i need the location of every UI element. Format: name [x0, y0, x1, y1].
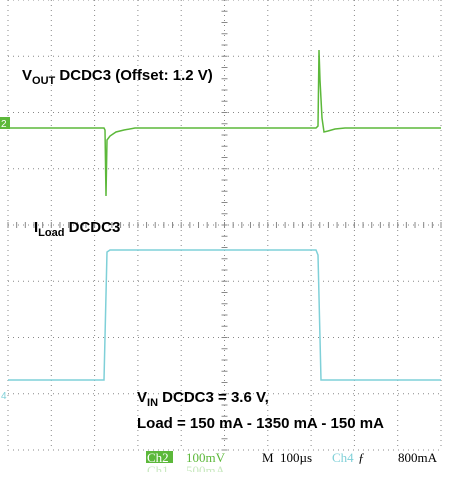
ch1-scale: 500mA	[186, 463, 226, 472]
ch2-marker: 2	[1, 119, 7, 130]
vout-trace	[8, 49, 441, 197]
load-label: Load = 150 mA - 1350 mA - 150 mA	[137, 415, 384, 432]
ch2-marker-bg	[0, 117, 10, 129]
iload-trace	[8, 249, 441, 381]
trigger-slope: ƒ	[358, 450, 365, 465]
ch1-status: Ch1	[147, 463, 169, 472]
timebase-label: M	[262, 450, 274, 465]
vout-label: VOUT DCDC3 (Offset: 1.2 V)	[22, 67, 213, 87]
trigger-source: Ch4	[332, 450, 354, 465]
ch4-marker: 4	[1, 391, 7, 402]
trigger-level: 800mA	[398, 450, 438, 465]
ch2-scale: 100mV	[186, 450, 226, 465]
grid	[7, 0, 442, 451]
timebase: 100µs	[280, 450, 312, 465]
ch2-status-bg	[146, 451, 173, 463]
ch2-status: Ch2	[147, 450, 169, 465]
iload-label: ILoad DCDC3	[34, 219, 120, 239]
vin-label: VIN DCDC3 = 3.6 V,	[137, 389, 269, 409]
